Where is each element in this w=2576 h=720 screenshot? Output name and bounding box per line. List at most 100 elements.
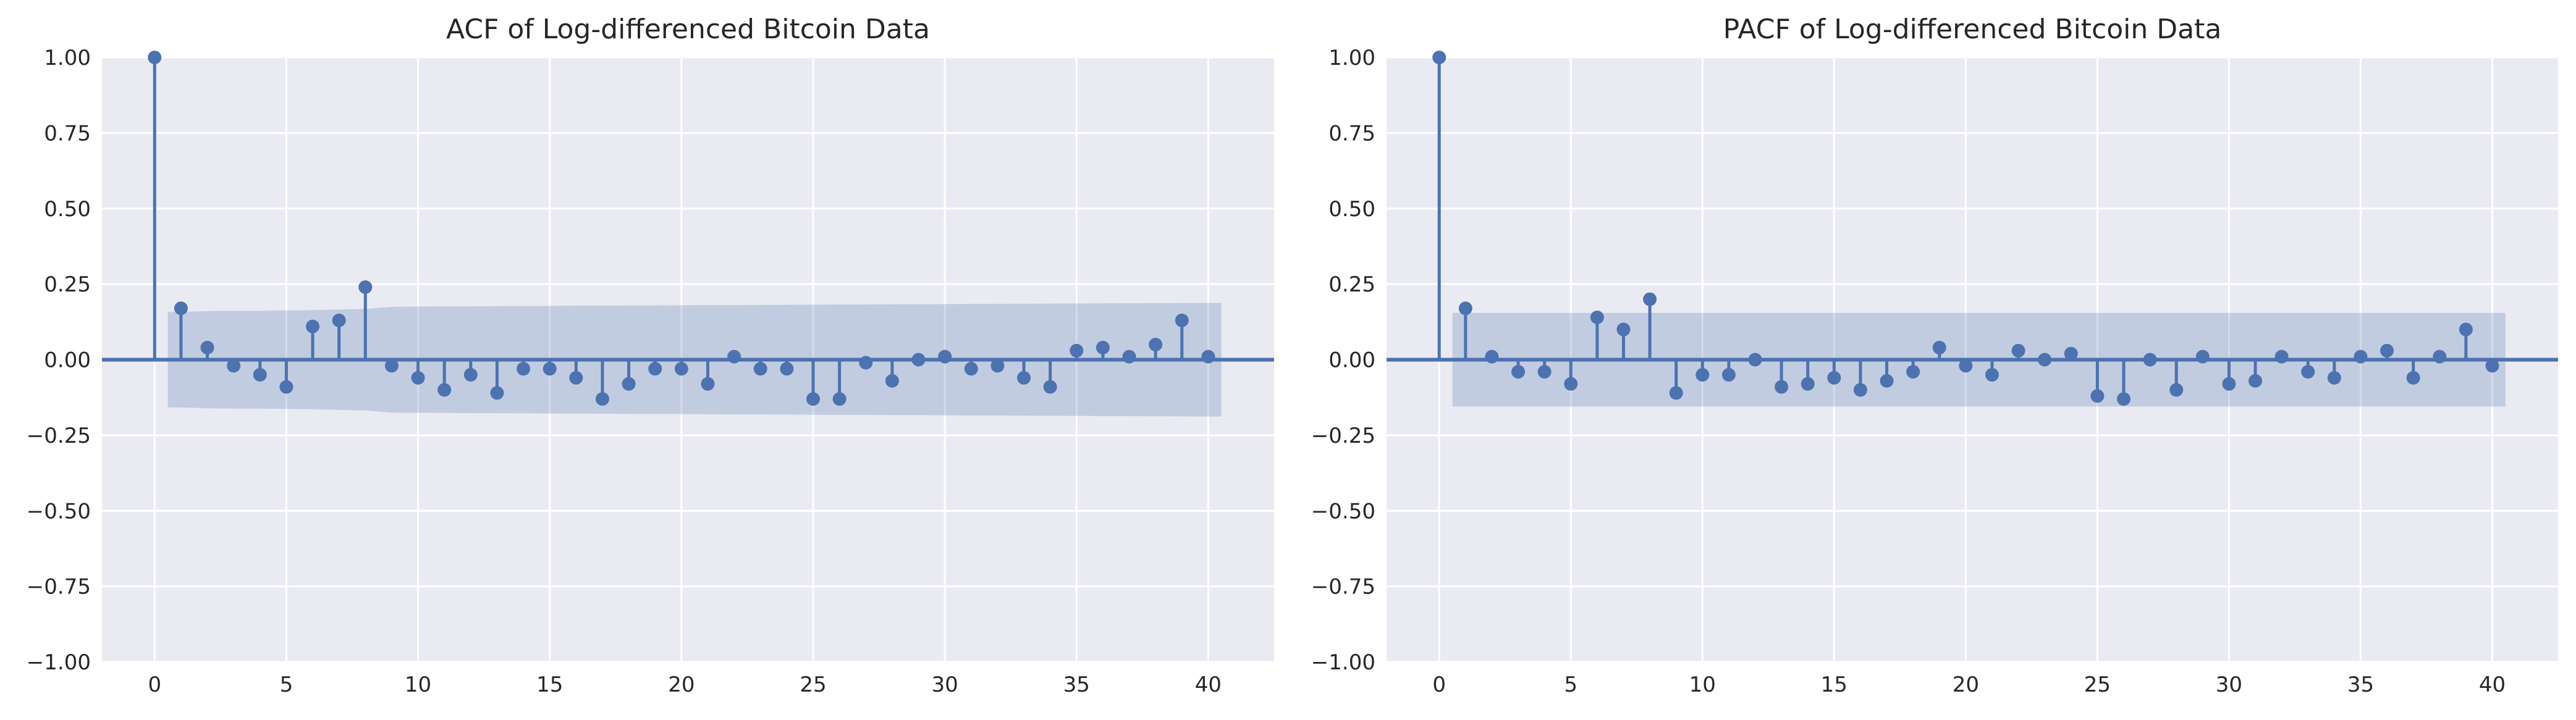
pacf-point [2354, 350, 2368, 364]
pacf-x-tick-label: 15 [1821, 672, 1848, 697]
pacf-y-tick-label: −1.00 [1311, 650, 1375, 675]
pacf-point [1853, 383, 1867, 397]
acf-point [358, 280, 373, 295]
acf-point [832, 392, 847, 406]
pacf-point [1511, 365, 1526, 379]
acf-point [463, 367, 478, 382]
acf-point [911, 353, 926, 367]
acf-point [964, 362, 978, 376]
acf-point [411, 370, 425, 385]
pacf-point [1880, 374, 1894, 388]
acf-x-tick-label: 15 [536, 672, 563, 697]
acf-x-tick-label: 30 [932, 672, 958, 697]
pacf-point [1564, 377, 1578, 391]
pacf-y-tick-label: 1.00 [1328, 46, 1375, 70]
acf-y-ticks: 1.00 0.75 0.50 0.25 0.00 −0.25 −0.50 −0.75 −1.00 [27, 46, 91, 675]
pacf-point [1432, 51, 1446, 64]
acf-y-tick-label: −0.25 [27, 424, 91, 448]
acf-y-tick-label: 0.00 [44, 348, 91, 373]
acf-y-tick-label: 1.00 [44, 46, 91, 70]
acf-point [1175, 313, 1189, 327]
acf-point [1070, 343, 1084, 358]
pacf-point [2301, 365, 2315, 379]
pacf-x-tick-label: 40 [2479, 672, 2506, 697]
pacf-y-ticks: 1.00 0.75 0.50 0.25 0.00 −0.25 −0.50 −0.75 −1.00 [1311, 46, 1375, 675]
acf-y-tick-label: −0.75 [27, 575, 91, 600]
pacf-point [1643, 292, 1657, 306]
pacf-point [2038, 353, 2052, 367]
acf-point [332, 313, 346, 327]
pacf-x-tick-label: 5 [1564, 672, 1577, 697]
acf-x-tick-label: 5 [280, 672, 293, 697]
acf-point [1096, 340, 1110, 354]
pacf-x-tick-label: 0 [1432, 672, 1446, 697]
acf-point [622, 377, 636, 391]
acf-point [727, 350, 741, 364]
pacf-x-tick-label: 10 [1689, 672, 1716, 697]
acf-y-tick-label: −0.50 [27, 499, 91, 524]
pacf-point [1775, 380, 1789, 394]
pacf-point [2143, 353, 2157, 367]
acf-point [753, 362, 767, 376]
acf-point [200, 340, 214, 354]
pacf-chart-title: PACF of Log-differenced Bitcoin Data [1723, 14, 2222, 45]
pacf-y-tick-label: 0.00 [1328, 348, 1375, 373]
pacf-point [1721, 367, 1736, 382]
pacf-point [2459, 322, 2473, 337]
acf-point [253, 367, 267, 382]
pacf-point [2116, 392, 2130, 406]
acf-x-tick-label: 0 [148, 672, 161, 697]
acf-chart: 1.00 0.75 0.50 0.25 0.00 −0.25 −0.50 −0.75 −1.00… [27, 14, 1274, 697]
pacf-point [1485, 350, 1499, 364]
pacf-y-tick-label: 0.25 [1328, 272, 1375, 297]
acf-point [1043, 380, 1057, 394]
acf-point [674, 362, 688, 376]
pacf-point [1590, 310, 1604, 324]
pacf-point [2274, 350, 2289, 364]
pacf-point [1616, 322, 1631, 337]
acf-point [543, 362, 557, 376]
pacf-point [2195, 350, 2210, 364]
pacf-point [1669, 386, 1683, 400]
acf-y-tick-label: 0.50 [44, 197, 91, 222]
pacf-point [2433, 350, 2447, 364]
pacf-y-tick-label: −0.75 [1311, 575, 1375, 600]
acf-chart-title: ACF of Log-differenced Bitcoin Data [446, 14, 930, 45]
acf-point [437, 383, 452, 397]
acf-point [1201, 350, 1215, 364]
acf-x-ticks: 0 5 10 15 20 25 30 35 40 [148, 672, 1222, 697]
acf-point [990, 359, 1005, 373]
pacf-markers [1432, 51, 2499, 406]
acf-point [174, 301, 188, 316]
acf-x-tick-label: 40 [1195, 672, 1222, 697]
acf-point [1149, 338, 1163, 352]
pacf-point [1959, 359, 1973, 373]
pacf-y-tick-label: −0.50 [1311, 499, 1375, 524]
acf-x-tick-label: 35 [1063, 672, 1090, 697]
acf-y-tick-label: 0.25 [44, 272, 91, 297]
acf-point [1017, 370, 1031, 385]
pacf-point [2064, 346, 2078, 361]
pacf-point [2485, 359, 2499, 373]
pacf-point [1801, 377, 1815, 391]
pacf-y-tick-label: 0.50 [1328, 197, 1375, 222]
pacf-point [2380, 343, 2394, 358]
acf-point [859, 356, 873, 370]
pacf-point [1748, 353, 1762, 367]
acf-point [595, 392, 609, 406]
acf-point [648, 362, 662, 376]
pacf-chart: 1.00 0.75 0.50 0.25 0.00 −0.25 −0.50 −0.75 −1.00… [1311, 14, 2558, 697]
pacf-point [1932, 340, 1946, 354]
pacf-point [1827, 370, 1841, 385]
acf-point [148, 51, 162, 64]
pacf-x-tick-label: 35 [2347, 672, 2374, 697]
acf-x-tick-label: 25 [800, 672, 826, 697]
acf-point [517, 362, 531, 376]
pacf-point [1537, 365, 1552, 379]
acf-point [701, 377, 715, 391]
acf-point [1122, 350, 1136, 364]
pacf-y-tick-label: 0.75 [1328, 121, 1375, 146]
acf-point [279, 380, 293, 394]
pacf-point [2169, 383, 2184, 397]
